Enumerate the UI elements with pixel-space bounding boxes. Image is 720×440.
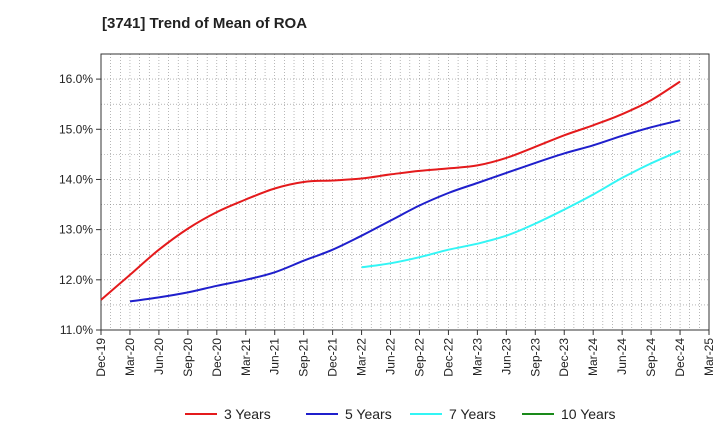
plot-frame bbox=[100, 53, 710, 331]
x-tick-label: Jun-24 bbox=[615, 338, 629, 375]
chart-title: [3741] Trend of Mean of ROA bbox=[102, 15, 308, 32]
x-tick-label: Mar-20 bbox=[123, 338, 137, 376]
y-tick-label: 13.0% bbox=[59, 223, 93, 237]
x-tick-label: Sep-23 bbox=[528, 338, 542, 377]
x-tick-label: Dec-21 bbox=[326, 338, 340, 377]
x-tick-label: Dec-22 bbox=[441, 338, 455, 377]
x-tick-label: Jun-22 bbox=[384, 338, 398, 375]
legend-label-5-years: 5 Years bbox=[345, 406, 392, 422]
x-tick-label: Sep-20 bbox=[181, 338, 195, 377]
series-lines bbox=[100, 80, 681, 303]
x-tick-label: Dec-20 bbox=[210, 338, 224, 377]
y-tick-label: 11.0% bbox=[60, 323, 93, 337]
x-axis: Dec-19 Mar-20 Jun-20 Sep-20 Dec-20 Mar-21 Jun-… bbox=[94, 330, 716, 377]
y-tick-label: 14.0% bbox=[59, 172, 93, 186]
x-tick-label: Mar-24 bbox=[586, 338, 600, 376]
series-line-5-years bbox=[129, 119, 681, 303]
x-tick-label: Jun-20 bbox=[152, 338, 166, 375]
legend-label-10-years: 10 Years bbox=[561, 406, 616, 422]
x-tick-label: Mar-23 bbox=[470, 338, 484, 376]
x-tick-label: Mar-22 bbox=[355, 338, 369, 376]
x-tick-label: Mar-25 bbox=[702, 338, 716, 376]
y-tick-label: 12.0% bbox=[59, 273, 93, 287]
y-tick-label: 16.0% bbox=[59, 72, 93, 86]
series-line-3-years bbox=[100, 80, 681, 301]
legend-label-7-years: 7 Years bbox=[449, 406, 496, 422]
x-tick-label: Mar-21 bbox=[239, 338, 253, 376]
x-tick-label: Jun-23 bbox=[499, 338, 513, 375]
series-line-7-years bbox=[361, 149, 681, 269]
y-tick-label: 15.0% bbox=[59, 122, 93, 136]
legend-label-3-years: 3 Years bbox=[224, 406, 271, 422]
x-tick-label: Sep-21 bbox=[297, 338, 311, 377]
grid-lines bbox=[101, 54, 709, 330]
x-tick-label: Jun-21 bbox=[268, 338, 282, 375]
x-tick-label: Sep-22 bbox=[412, 338, 426, 377]
y-axis: 11.0% 12.0% 13.0% 14.0% 15.0% 16.0% bbox=[59, 72, 101, 337]
x-tick-label: Dec-19 bbox=[94, 338, 108, 377]
x-tick-label: Dec-24 bbox=[673, 338, 687, 377]
legend: 3 Years 5 Years 7 Years 10 Years bbox=[185, 406, 616, 422]
x-tick-label: Sep-24 bbox=[644, 338, 658, 377]
x-tick-label: Dec-23 bbox=[557, 338, 571, 377]
